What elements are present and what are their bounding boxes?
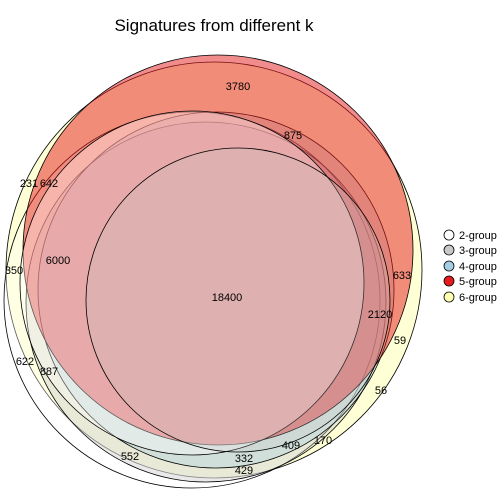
legend-label: 6-group xyxy=(459,292,497,304)
legend-item: 2-group xyxy=(443,229,497,242)
legend-item: 3-group xyxy=(443,244,497,257)
region-label: 56 xyxy=(375,385,387,397)
diagram-title: Signatures from different k xyxy=(114,16,314,35)
legend-swatch-5-group xyxy=(443,275,455,287)
legend-label: 5-group xyxy=(459,276,497,288)
legend-label: 4-group xyxy=(459,261,497,273)
region-label: 622 xyxy=(16,356,34,368)
region-label: 350 xyxy=(5,265,23,277)
region-label: 59 xyxy=(394,335,406,347)
legend-label: 3-group xyxy=(459,245,497,257)
legend-swatch-3-group xyxy=(443,244,455,256)
region-label: 875 xyxy=(284,130,302,142)
legend-swatch-6-group xyxy=(443,291,455,303)
legend-label: 2-group xyxy=(459,230,497,242)
legend-swatch-4-group xyxy=(443,260,455,272)
region-label: 231 xyxy=(20,178,38,190)
region-label: 887 xyxy=(40,366,58,378)
circle-inner-b xyxy=(85,147,391,453)
region-label: 633 xyxy=(393,270,411,282)
region-label: 18400 xyxy=(212,292,243,304)
legend-swatch-2-group xyxy=(443,229,455,241)
set-circles xyxy=(3,54,423,489)
region-label: 552 xyxy=(121,451,139,463)
legend: 2-group 3-group 4-group 5-group 6-group xyxy=(443,229,497,304)
region-label: 2120 xyxy=(368,309,392,321)
region-label: 642 xyxy=(40,178,58,190)
region-label: 332 xyxy=(235,453,253,465)
legend-item: 4-group xyxy=(443,260,497,273)
legend-item: 5-group xyxy=(443,275,497,288)
region-label: 6000 xyxy=(46,255,70,267)
legend-item: 6-group xyxy=(443,291,497,304)
region-label: 170 xyxy=(314,435,332,447)
region-label: 409 xyxy=(282,440,300,452)
region-label: 3780 xyxy=(226,81,250,93)
region-labels: 3780 875 231 642 6000 350 633 18400 2120… xyxy=(5,81,411,477)
region-label: 429 xyxy=(235,465,253,477)
circle-inner-a xyxy=(19,110,365,456)
